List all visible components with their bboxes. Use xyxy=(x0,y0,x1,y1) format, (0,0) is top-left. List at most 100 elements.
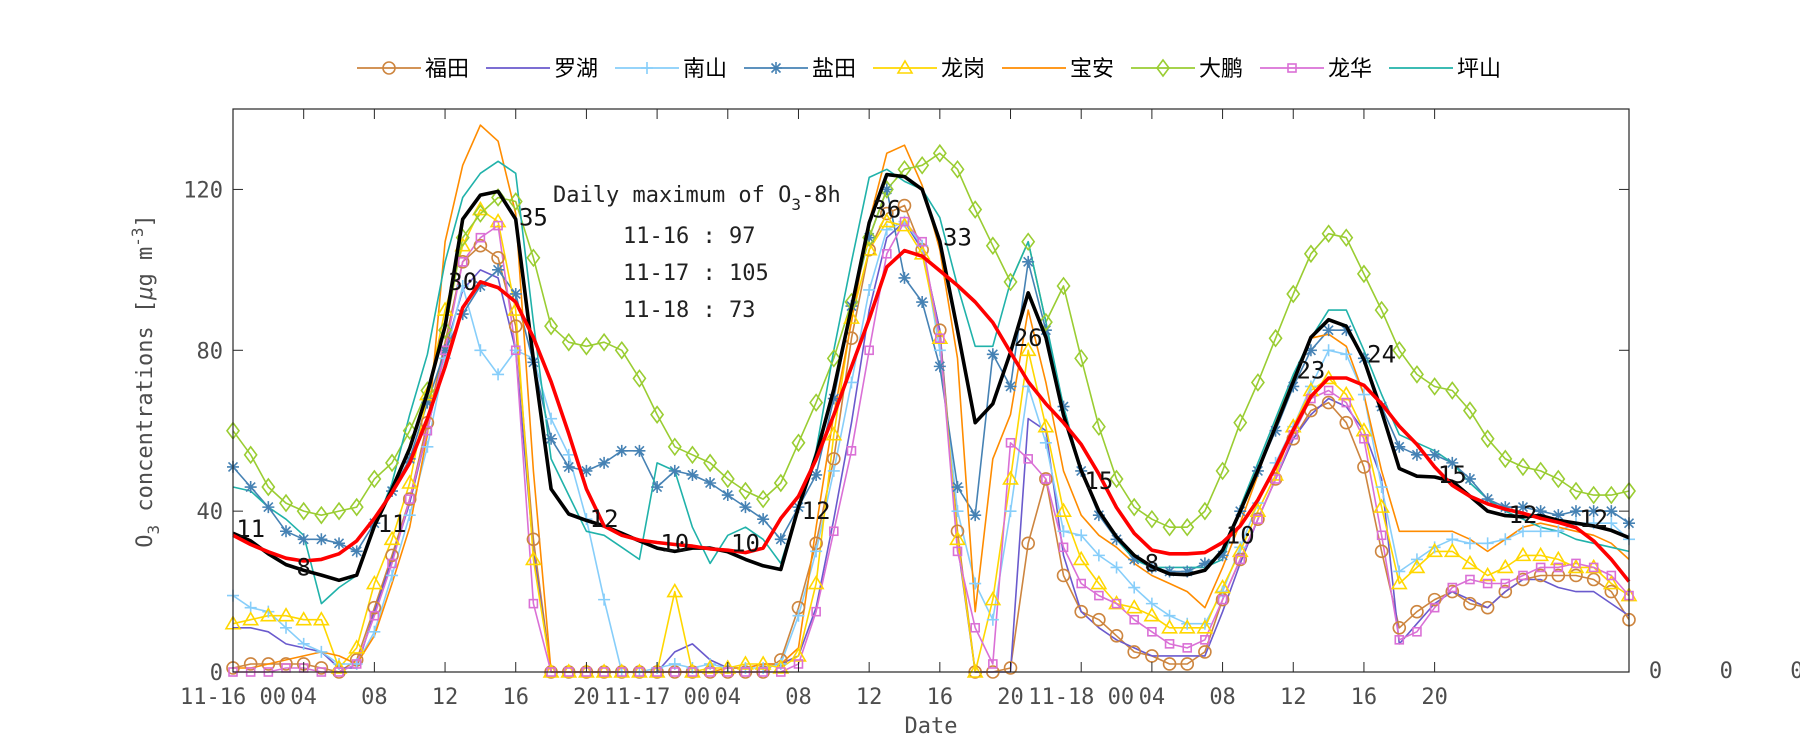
series-6-diamond-marker-shape xyxy=(703,453,718,473)
series-4-triangle-marker xyxy=(1373,498,1391,513)
series-0-circle-marker-shape xyxy=(1039,472,1053,486)
series-2-plus-marker-shape xyxy=(863,283,876,296)
series-7-square-marker xyxy=(846,446,857,456)
series-0-circle-marker-shape xyxy=(1516,572,1530,587)
point-label: 12 xyxy=(1509,501,1538,529)
series-3-asterisk-marker-shape xyxy=(633,444,646,457)
series-3-asterisk-marker-shape xyxy=(1340,324,1353,337)
series-2-plus-marker-shape xyxy=(810,545,823,558)
series-7-square-marker xyxy=(1500,578,1511,589)
series-3-asterisk-marker xyxy=(1605,505,1618,518)
series-2-plus-marker-shape xyxy=(1340,348,1353,361)
series-0-circle-marker xyxy=(1074,604,1089,619)
series-2-plus-marker xyxy=(1481,537,1494,550)
series-6-diamond-marker-shape xyxy=(332,501,347,521)
legend-label: 龙岗 xyxy=(941,57,985,82)
series-4-triangle-marker xyxy=(772,659,790,674)
series-6-diamond-marker xyxy=(1356,264,1371,284)
series-7-square-marker xyxy=(1235,554,1246,565)
series-7-square-marker-shape xyxy=(988,659,998,669)
series-0-circle-marker-shape xyxy=(508,319,523,333)
series-4-triangle-marker xyxy=(754,655,772,670)
series-3-asterisk-marker xyxy=(1587,505,1600,518)
series-6-diamond-marker xyxy=(473,204,488,223)
legend-label: 福田 xyxy=(425,57,469,82)
series-3-asterisk-marker xyxy=(827,392,840,405)
point-labels: 11 8 11 30 35 12 10 10 12 36 33 26 15 8 10 23 24 15 12 12 xyxy=(236,196,1608,582)
series-0-circle-marker-shape xyxy=(491,250,505,265)
legend-item: 宝安 xyxy=(1002,57,1114,82)
series-3-asterisk-marker xyxy=(668,464,681,477)
series-0-circle-marker-shape xyxy=(1021,536,1035,551)
axis-ticks xyxy=(233,109,1629,673)
series-3-asterisk-marker xyxy=(1481,493,1494,506)
series-0-circle-marker xyxy=(1198,645,1212,659)
series-7-square-marker-shape xyxy=(1606,570,1617,581)
series-6-diamond-marker-shape xyxy=(1162,517,1177,537)
series-7-square-marker-shape xyxy=(829,526,839,537)
series-2-plus-marker xyxy=(986,613,999,626)
series-4-triangle-marker-shape xyxy=(666,582,684,598)
series-7-square-marker-shape xyxy=(457,257,468,267)
series-2-plus-marker-shape xyxy=(297,637,310,650)
series-4-triangle-marker xyxy=(365,574,383,590)
series-7-square-marker xyxy=(1182,643,1193,653)
series-4-triangle-marker xyxy=(1514,546,1532,562)
series-6-diamond-marker xyxy=(950,159,965,179)
series-0-circle-marker xyxy=(1003,661,1018,675)
series-7-square-marker-shape xyxy=(1376,530,1387,541)
series-0-circle-marker xyxy=(1357,460,1371,474)
series-7-square-marker-shape xyxy=(369,610,380,621)
series-2-plus-marker xyxy=(1552,525,1565,538)
series-4-triangle-marker xyxy=(1002,470,1019,485)
series-3-asterisk-marker xyxy=(633,444,646,457)
point-label: 10 xyxy=(731,529,760,557)
series-7-square-marker xyxy=(1535,562,1546,573)
legend-square-icon-shape xyxy=(1287,63,1297,73)
series-7-square-marker-shape xyxy=(1412,626,1422,637)
series-2-plus-marker xyxy=(1039,436,1052,449)
series-6-diamond-marker xyxy=(773,473,788,493)
series-6-diamond-marker xyxy=(650,405,665,424)
series-line-8 xyxy=(232,160,1630,605)
series-0-circle-marker-shape xyxy=(1569,568,1583,583)
series-2-plus-marker-shape xyxy=(880,223,893,236)
series-7-square-marker xyxy=(1429,602,1440,613)
series-6-diamond-marker-shape xyxy=(614,340,629,360)
x-tick-label: 16 xyxy=(1351,685,1378,710)
series-4-triangle-marker xyxy=(1390,574,1408,590)
series-3-asterisk-marker-shape xyxy=(757,513,770,526)
series-3-asterisk-marker-shape xyxy=(986,348,999,361)
series-6-diamond-marker-shape xyxy=(1038,312,1053,332)
series-7-square-marker xyxy=(404,494,415,504)
series-3-asterisk-marker-shape xyxy=(686,468,699,481)
series-3-asterisk-marker-shape xyxy=(1552,509,1565,522)
series-7-square-marker xyxy=(475,232,486,243)
series-4-triangle-marker-shape xyxy=(878,213,896,228)
series-6-diamond-marker xyxy=(1586,485,1601,505)
series-0-circle-marker-shape xyxy=(897,198,912,213)
series-0-circle-marker-shape xyxy=(1463,596,1477,611)
series-4-triangle-marker xyxy=(1249,502,1267,517)
series-2-plus-marker-shape xyxy=(951,505,964,518)
series-6-diamond-marker xyxy=(1127,497,1142,517)
point-label: 10 xyxy=(1226,521,1255,549)
x-tick-label: 16 xyxy=(502,685,529,710)
series-0-circle-marker-shape xyxy=(367,600,382,615)
annotation-box: Daily maximum of O3-8h 11-16 : 97 11-17 … xyxy=(553,183,841,323)
series-6-diamond-marker-shape xyxy=(1109,469,1124,489)
series-6-diamond-marker-shape xyxy=(1533,461,1548,481)
legend-label: 宝安 xyxy=(1070,57,1114,82)
point-label: 12 xyxy=(802,497,831,525)
series-6-diamond-marker-shape xyxy=(1392,340,1407,360)
series-4-triangle-marker-shape xyxy=(807,574,825,590)
series-0-circle-marker-shape xyxy=(1498,584,1513,599)
legend-item: 龙岗 xyxy=(873,57,985,82)
series-6-diamond-marker-shape xyxy=(826,348,841,368)
annotation-line-1: 11-16 : 97 xyxy=(623,224,755,249)
series-6-diamond-marker-shape xyxy=(1586,485,1601,505)
series-2-plus-marker xyxy=(1516,525,1529,538)
series-6-diamond-marker-shape xyxy=(1180,517,1195,537)
series-6-diamond-marker xyxy=(243,445,258,465)
series-2-plus-marker-shape xyxy=(1039,436,1052,449)
